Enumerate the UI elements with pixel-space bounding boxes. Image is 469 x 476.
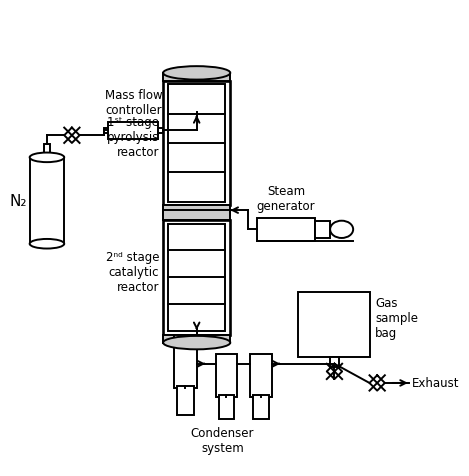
Bar	[104, 129, 108, 134]
Bar	[30, 158, 64, 244]
Bar	[163, 335, 230, 343]
Text: N₂: N₂	[9, 194, 27, 208]
Bar	[44, 145, 50, 154]
Text: Exhaust: Exhaust	[412, 377, 459, 390]
Bar	[257, 218, 315, 241]
Bar	[163, 81, 230, 206]
Text: 1ˢᵗ stage
pyrolysis
reactor: 1ˢᵗ stage pyrolysis reactor	[107, 116, 159, 159]
Bar	[253, 396, 269, 419]
Bar	[168, 85, 226, 202]
Bar	[108, 122, 159, 140]
Text: Steam
generator: Steam generator	[257, 185, 315, 213]
Bar	[250, 355, 272, 397]
Bar	[168, 224, 226, 331]
Bar	[163, 220, 230, 335]
Bar	[176, 386, 194, 415]
Ellipse shape	[163, 67, 230, 80]
Bar	[174, 335, 197, 388]
Bar	[315, 221, 330, 238]
Bar	[163, 211, 230, 220]
Bar	[216, 355, 237, 397]
Ellipse shape	[163, 336, 230, 349]
Text: Mass flow
controller: Mass flow controller	[105, 89, 162, 117]
Bar	[219, 396, 234, 419]
Bar	[298, 292, 371, 357]
Ellipse shape	[30, 239, 64, 249]
Text: 2ⁿᵈ stage
catalytic
reactor: 2ⁿᵈ stage catalytic reactor	[106, 250, 159, 294]
Text: Gas
sample
bag: Gas sample bag	[375, 297, 418, 340]
Bar	[163, 206, 230, 216]
Ellipse shape	[330, 221, 353, 238]
Text: Condenser
system: Condenser system	[191, 426, 254, 454]
Ellipse shape	[30, 153, 64, 163]
Bar	[163, 74, 230, 81]
Bar	[330, 357, 339, 367]
Bar	[159, 129, 163, 134]
